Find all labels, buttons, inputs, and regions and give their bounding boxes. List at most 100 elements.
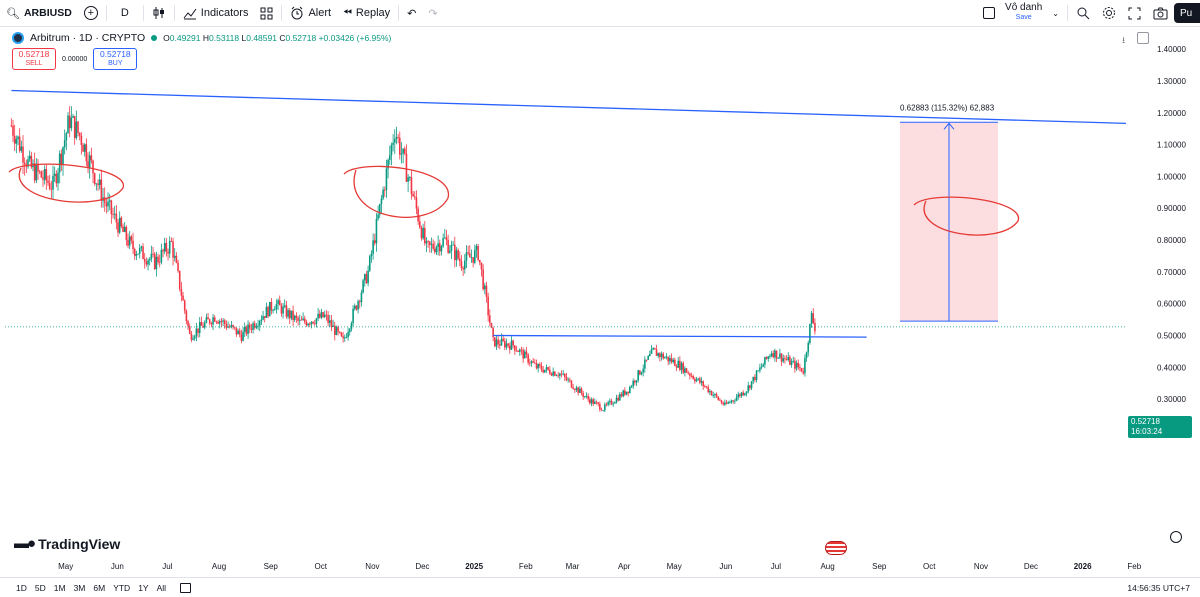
lock-scale-icon[interactable] — [1137, 32, 1149, 44]
sell-button[interactable]: 0.52718 SELL — [12, 48, 56, 70]
range-1m[interactable]: 1M — [53, 582, 66, 593]
candle-body — [390, 144, 393, 156]
candle-body — [427, 241, 429, 243]
candle-body — [40, 171, 43, 178]
candle-body — [363, 274, 366, 281]
candle-body — [28, 155, 31, 160]
compare-symbol-button[interactable]: + — [78, 0, 104, 27]
candle-body — [347, 332, 349, 338]
candle-body — [205, 317, 208, 323]
candle-body — [245, 327, 248, 334]
candle-body — [282, 306, 284, 314]
layout-menu-button[interactable]: ⌄ — [1046, 0, 1065, 27]
price-tick-label: 0.30000 — [1157, 395, 1186, 404]
candle-body — [358, 301, 361, 303]
indicators-button[interactable]: Indicators — [177, 0, 255, 27]
candle-body — [550, 373, 553, 376]
candle-body — [142, 246, 144, 260]
quick-search-button[interactable] — [1070, 0, 1096, 27]
buy-button[interactable]: 0.52718 BUY — [93, 48, 138, 70]
candle-body — [682, 363, 684, 373]
candle-body — [292, 310, 294, 320]
candle-body — [759, 367, 761, 371]
candle-body — [165, 242, 168, 252]
settings-button[interactable] — [1096, 0, 1122, 27]
candle-body — [95, 183, 98, 185]
range-all[interactable]: All — [156, 582, 167, 593]
candle-body — [425, 241, 428, 244]
range-5d[interactable]: 5D — [34, 582, 46, 593]
candle-body — [232, 325, 234, 327]
candle-body — [672, 359, 674, 363]
candle-body — [764, 356, 766, 365]
candle-body — [210, 323, 213, 325]
divider — [142, 5, 144, 21]
candle-body — [38, 171, 41, 173]
candle-body — [722, 403, 725, 405]
candle-body — [639, 370, 641, 375]
candle-body — [288, 310, 291, 319]
interval-button[interactable]: D — [109, 0, 141, 27]
candle-body — [469, 253, 471, 258]
range-1y[interactable]: 1Y — [138, 582, 149, 593]
candle-body — [560, 373, 563, 375]
indicators-icon — [183, 8, 197, 20]
candle-body — [567, 379, 569, 381]
candle-body — [729, 402, 731, 404]
layout-name-button[interactable]: Vô danh Save — [1001, 3, 1046, 23]
candle-body — [529, 362, 531, 364]
top-toolbar: 🔍︎ ARBIUSD + D Indicators Alert ⏪︎ Repla… — [0, 0, 1200, 27]
candle-body — [597, 402, 599, 404]
range-ytd[interactable]: YTD — [113, 582, 131, 593]
candle-body — [514, 345, 516, 351]
collapse-legend-icon[interactable]: ⭳ — [1122, 35, 1126, 45]
layout-button[interactable] — [977, 0, 1001, 27]
snapshot-button[interactable] — [1147, 0, 1174, 27]
candle-body — [527, 354, 529, 363]
candle-body — [213, 317, 216, 322]
candle-body — [123, 226, 126, 232]
calendar-icon[interactable] — [180, 582, 192, 593]
range-6m[interactable]: 6M — [93, 582, 106, 593]
chart-type-button[interactable] — [146, 0, 172, 27]
candle-body — [265, 306, 268, 318]
us-flag-icon[interactable] — [825, 541, 847, 555]
candle-body — [385, 168, 388, 191]
range-3m[interactable]: 3M — [73, 582, 86, 593]
range-1d[interactable]: 1D — [16, 582, 27, 593]
undo-button[interactable]: ↶ — [401, 0, 422, 27]
price-chart[interactable]: 0.62883 (115.32%) 62,883 1.700001.600001… — [0, 27, 1200, 577]
clock[interactable]: 14:56:35 UTC+7 — [1127, 582, 1190, 593]
publish-label: Pu — [1180, 7, 1193, 19]
replay-button[interactable]: ⏪︎ Replay — [337, 0, 396, 27]
legend-title[interactable]: Arbitrum · 1D · CRYPTO — [30, 32, 146, 44]
candle-body — [785, 359, 788, 360]
candle-body — [393, 138, 396, 143]
candle-body — [727, 402, 730, 404]
candle-body — [552, 371, 554, 376]
candle-body — [685, 368, 688, 373]
time-tick-label: 2026 — [1074, 562, 1092, 571]
chart-settings-icon[interactable] — [1170, 531, 1182, 543]
redo-button[interactable]: ↷ — [422, 0, 443, 27]
alert-button[interactable]: Alert — [284, 0, 337, 27]
candle-body — [637, 370, 639, 381]
change-value: +0.03426 (+6.95%) — [318, 33, 392, 43]
candle-body — [387, 159, 389, 169]
candle-body — [268, 301, 271, 317]
tradingview-logo-icon: ▬● — [14, 535, 36, 552]
sell-price: 0.52718 — [18, 49, 50, 59]
candle-body — [755, 370, 758, 381]
templates-button[interactable] — [254, 0, 279, 27]
time-tick-label: Oct — [923, 562, 936, 571]
candle-body — [270, 301, 273, 311]
trendline-resistance — [11, 89, 1144, 125]
time-tick-label: Jun — [111, 562, 124, 571]
candle-body — [657, 353, 659, 356]
tradingview-logo[interactable]: ▬● TradingView — [14, 535, 120, 552]
candle-body — [150, 253, 153, 260]
publish-button[interactable]: Pu — [1174, 3, 1200, 23]
symbol-search[interactable]: 🔍︎ ARBIUSD — [0, 0, 78, 27]
fullscreen-button[interactable] — [1122, 0, 1147, 27]
candle-body — [447, 239, 449, 253]
